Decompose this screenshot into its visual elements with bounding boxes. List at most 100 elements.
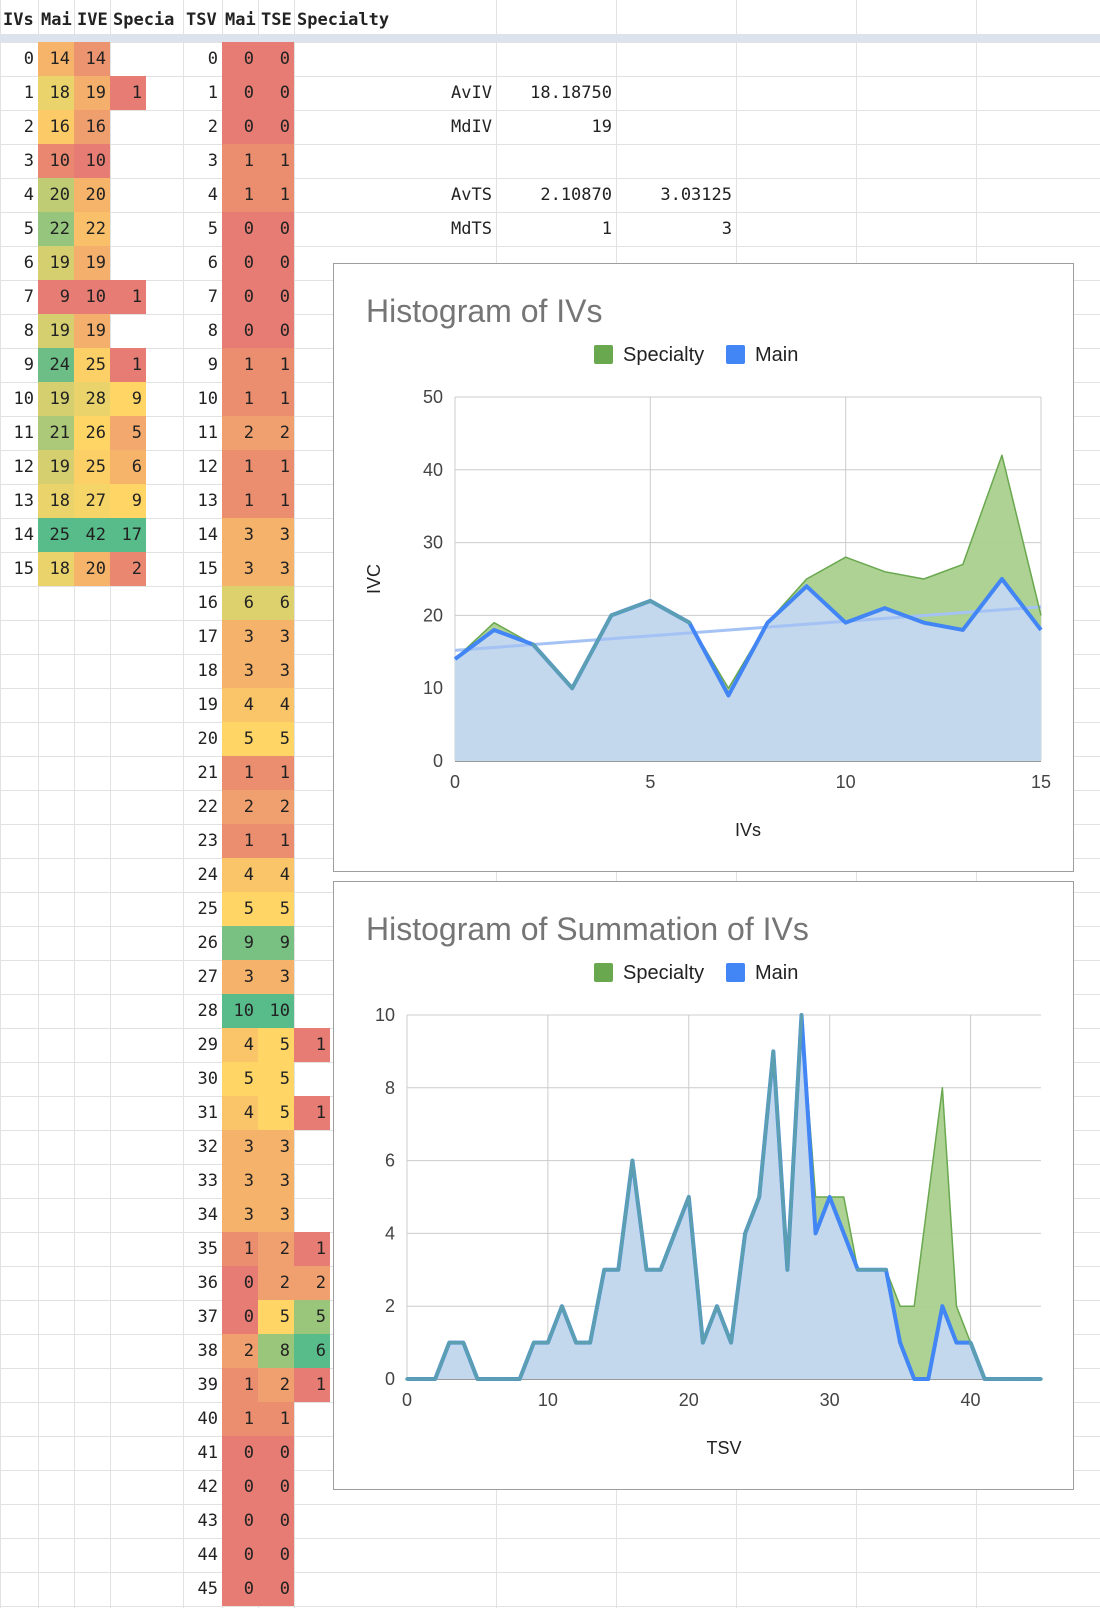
- tsv-tse-count-cell[interactable]: 1: [258, 1402, 294, 1436]
- stat-value-1[interactable]: 18.18750: [530, 83, 612, 103]
- tsv-specialty-count-cell[interactable]: [294, 1572, 330, 1606]
- stat-value-1[interactable]: 1: [601, 219, 612, 239]
- tsv-tse-count-cell[interactable]: 4: [258, 858, 294, 892]
- iv-ive-count-cell[interactable]: 22: [74, 212, 110, 246]
- iv-main-count-cell[interactable]: 25: [38, 518, 74, 552]
- iv-ive-count-cell[interactable]: 42: [74, 518, 110, 552]
- tsv-specialty-count-cell[interactable]: [294, 620, 330, 654]
- tsv-value-cell[interactable]: 42: [197, 1477, 218, 1497]
- tsv-tse-count-cell[interactable]: 1: [258, 382, 294, 416]
- stat-value-2[interactable]: 3.03125: [660, 185, 732, 205]
- tsv-specialty-count-cell[interactable]: [294, 654, 330, 688]
- tsv-main-count-cell[interactable]: 0: [222, 110, 258, 144]
- tsv-specialty-count-cell[interactable]: 1: [294, 1096, 330, 1130]
- tsv-specialty-count-cell[interactable]: [294, 892, 330, 926]
- column-header[interactable]: Specia: [113, 10, 175, 30]
- tsv-main-count-cell[interactable]: 1: [222, 756, 258, 790]
- tsv-tse-count-cell[interactable]: 0: [258, 246, 294, 280]
- tsv-tse-count-cell[interactable]: 0: [258, 1538, 294, 1572]
- iv-ive-count-cell[interactable]: 14: [74, 42, 110, 76]
- iv-main-count-cell[interactable]: 14: [38, 42, 74, 76]
- tsv-main-count-cell[interactable]: 2: [222, 1334, 258, 1368]
- tsv-specialty-count-cell[interactable]: [294, 484, 330, 518]
- tsv-value-cell[interactable]: 19: [197, 695, 218, 715]
- tsv-main-count-cell[interactable]: 3: [222, 552, 258, 586]
- tsv-specialty-count-cell[interactable]: [294, 1130, 330, 1164]
- tsv-tse-count-cell[interactable]: 9: [258, 926, 294, 960]
- tsv-value-cell[interactable]: 37: [197, 1307, 218, 1327]
- tsv-specialty-count-cell[interactable]: [294, 280, 330, 314]
- tsv-main-count-cell[interactable]: 5: [222, 892, 258, 926]
- tsv-tse-count-cell[interactable]: 0: [258, 314, 294, 348]
- tsv-tse-count-cell[interactable]: 1: [258, 348, 294, 382]
- tsv-main-count-cell[interactable]: 0: [222, 1300, 258, 1334]
- tsv-value-cell[interactable]: 4: [207, 185, 218, 205]
- tsv-main-count-cell[interactable]: 1: [222, 450, 258, 484]
- tsv-main-count-cell[interactable]: 1: [222, 824, 258, 858]
- tsv-main-count-cell[interactable]: 4: [222, 858, 258, 892]
- iv-main-count-cell[interactable]: 24: [38, 348, 74, 382]
- iv-main-count-cell[interactable]: 19: [38, 246, 74, 280]
- tsv-specialty-count-cell[interactable]: [294, 144, 330, 178]
- tsv-specialty-count-cell[interactable]: [294, 518, 330, 552]
- tsv-main-count-cell[interactable]: 1: [222, 382, 258, 416]
- tsv-specialty-count-cell[interactable]: [294, 1504, 330, 1538]
- tsv-value-cell[interactable]: 23: [197, 831, 218, 851]
- tsv-tse-count-cell[interactable]: 4: [258, 688, 294, 722]
- tsv-tse-count-cell[interactable]: 3: [258, 1130, 294, 1164]
- iv-value-cell[interactable]: 1: [23, 83, 34, 103]
- tsv-main-count-cell[interactable]: 1: [222, 484, 258, 518]
- iv-ive-count-cell[interactable]: 25: [74, 348, 110, 382]
- iv-main-count-cell[interactable]: 21: [38, 416, 74, 450]
- iv-ive-count-cell[interactable]: 27: [74, 484, 110, 518]
- iv-value-cell[interactable]: 12: [13, 457, 34, 477]
- tsv-tse-count-cell[interactable]: 1: [258, 178, 294, 212]
- tsv-tse-count-cell[interactable]: 2: [258, 416, 294, 450]
- iv-value-cell[interactable]: 2: [23, 117, 34, 137]
- iv-ive-count-cell[interactable]: 26: [74, 416, 110, 450]
- iv-main-count-cell[interactable]: 18: [38, 552, 74, 586]
- iv-value-cell[interactable]: 8: [23, 321, 34, 341]
- iv-ive-count-cell[interactable]: 16: [74, 110, 110, 144]
- tsv-tse-count-cell[interactable]: 0: [258, 1504, 294, 1538]
- iv-value-cell[interactable]: 14: [13, 525, 34, 545]
- tsv-main-count-cell[interactable]: 2: [222, 790, 258, 824]
- stat-value-1[interactable]: 19: [591, 117, 612, 137]
- iv-specialty-count-cell[interactable]: [110, 212, 146, 246]
- tsv-main-count-cell[interactable]: 1: [222, 1232, 258, 1266]
- column-header[interactable]: Mai: [41, 10, 72, 30]
- iv-main-count-cell[interactable]: 20: [38, 178, 74, 212]
- tsv-value-cell[interactable]: 33: [197, 1171, 218, 1191]
- tsv-tse-count-cell[interactable]: 2: [258, 1368, 294, 1402]
- tsv-value-cell[interactable]: 34: [197, 1205, 218, 1225]
- tsv-specialty-count-cell[interactable]: [294, 1402, 330, 1436]
- histogram-ivs-chart[interactable]: Histogram of IVs Specialty Main 0 10 20 30 40 50…: [333, 263, 1074, 872]
- iv-specialty-count-cell[interactable]: 6: [110, 450, 146, 484]
- iv-value-cell[interactable]: 5: [23, 219, 34, 239]
- tsv-value-cell[interactable]: 11: [197, 423, 218, 443]
- stat-label[interactable]: AvIV: [451, 83, 492, 103]
- tsv-tse-count-cell[interactable]: 0: [258, 110, 294, 144]
- tsv-main-count-cell[interactable]: 3: [222, 1198, 258, 1232]
- tsv-value-cell[interactable]: 7: [207, 287, 218, 307]
- tsv-main-count-cell[interactable]: 2: [222, 416, 258, 450]
- tsv-tse-count-cell[interactable]: 0: [258, 1470, 294, 1504]
- tsv-specialty-count-cell[interactable]: [294, 42, 330, 76]
- iv-value-cell[interactable]: 10: [13, 389, 34, 409]
- tsv-value-cell[interactable]: 39: [197, 1375, 218, 1395]
- tsv-value-cell[interactable]: 22: [197, 797, 218, 817]
- tsv-tse-count-cell[interactable]: 3: [258, 620, 294, 654]
- iv-value-cell[interactable]: 4: [23, 185, 34, 205]
- tsv-main-count-cell[interactable]: 0: [222, 1572, 258, 1606]
- tsv-main-count-cell[interactable]: 10: [222, 994, 258, 1028]
- tsv-main-count-cell[interactable]: 3: [222, 1164, 258, 1198]
- tsv-tse-count-cell[interactable]: 3: [258, 960, 294, 994]
- tsv-value-cell[interactable]: 29: [197, 1035, 218, 1055]
- iv-main-count-cell[interactable]: 10: [38, 144, 74, 178]
- tsv-main-count-cell[interactable]: 0: [222, 42, 258, 76]
- iv-main-count-cell[interactable]: 16: [38, 110, 74, 144]
- tsv-value-cell[interactable]: 41: [197, 1443, 218, 1463]
- column-header[interactable]: Mai: [225, 10, 256, 30]
- iv-specialty-count-cell[interactable]: 9: [110, 382, 146, 416]
- tsv-main-count-cell[interactable]: 0: [222, 212, 258, 246]
